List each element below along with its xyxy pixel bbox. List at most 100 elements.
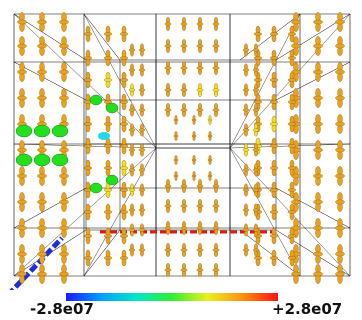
tensor-glyph: [59, 62, 69, 82]
tensor-glyph: [128, 43, 136, 57]
tensor-glyph: [270, 159, 278, 177]
tensor-glyph: [128, 103, 136, 117]
tensor-glyph: [288, 227, 296, 245]
tensor-glyph: [242, 143, 250, 157]
tensor-glyph: [120, 227, 128, 245]
tensor-glyph: [207, 155, 213, 165]
tensor-glyph: [138, 163, 146, 177]
tensor-glyph: [242, 103, 250, 117]
tensor-glyph: [212, 243, 220, 257]
tensor-glyph: [37, 192, 47, 212]
3d-viewport[interactable]: [0, 0, 362, 290]
tensor-glyph: [104, 203, 112, 221]
tensor-glyph: [120, 181, 128, 199]
tensor-glyph: [270, 49, 278, 67]
tensor-glyph: [104, 93, 112, 111]
tensor-glyph: [212, 83, 220, 97]
tensor-glyph: [128, 123, 136, 137]
tensor-glyph: [17, 12, 27, 32]
tensor-glyph: [180, 39, 188, 53]
tensor-glyph: [313, 62, 323, 82]
tensor-glyph: [252, 183, 260, 197]
tensor-glyph: [335, 218, 345, 238]
tensor-glyph: [252, 203, 260, 217]
tensor-glyph: [104, 115, 112, 133]
tensor-glyph: [252, 43, 260, 57]
tensor-glyph: [138, 243, 146, 257]
tensor-glyph: [128, 243, 136, 257]
tensor-glyph: [120, 137, 128, 155]
tensor-glyph: [37, 218, 47, 238]
tensor-glyph: [164, 243, 172, 257]
tensor-glyph: [104, 25, 112, 43]
tensor-glyph: [335, 166, 345, 186]
tensor-glyph: [207, 171, 213, 181]
tensor-glyph: [180, 221, 188, 235]
tensor-glyph: [270, 203, 278, 221]
tensor-glyph: [120, 71, 128, 89]
tensor-glyph: [313, 192, 323, 212]
tensor-glyph: [288, 93, 296, 111]
tensor-glyph: [335, 12, 345, 32]
tensor-glyph: [84, 159, 92, 177]
colorbar-max-label: +2.8e07: [272, 300, 343, 318]
tensor-glyph: [128, 83, 136, 97]
tensor-glyph: [288, 159, 296, 177]
tensor-glyph: [252, 143, 260, 157]
tensor-glyph: [252, 123, 260, 137]
sphere-marker: [98, 132, 110, 140]
tensor-glyph: [252, 223, 260, 237]
tensor-glyph: [252, 83, 260, 97]
tensor-glyph: [138, 63, 146, 77]
tensor-glyph: [138, 83, 146, 97]
tensor-glyph: [313, 36, 323, 56]
tensor-glyph: [104, 181, 112, 199]
sphere-markers: [15, 94, 119, 194]
grid-line: [83, 229, 121, 277]
tensor-glyph: [313, 88, 323, 108]
sphere-marker: [33, 124, 51, 138]
sphere-marker: [33, 153, 51, 167]
tensor-glyphs: [17, 12, 345, 284]
tensor-glyph: [17, 166, 27, 186]
tensor-glyph: [120, 159, 128, 177]
tensor-glyph: [138, 103, 146, 117]
tensor-glyph: [164, 263, 172, 277]
tensor-glyph: [196, 83, 204, 97]
tensor-glyph: [173, 171, 179, 181]
tensor-glyph: [138, 43, 146, 57]
tensor-glyph: [212, 199, 220, 213]
coordinate-axes: [9, 230, 276, 290]
tensor-glyph: [164, 199, 172, 213]
tensor-glyph: [242, 43, 250, 57]
tensor-glyph: [212, 103, 220, 117]
tensor-glyph: [164, 221, 172, 235]
tensor-glyph: [84, 137, 92, 155]
tensor-glyph: [37, 264, 47, 284]
sphere-marker: [89, 94, 103, 106]
tensor-glyph: [270, 71, 278, 89]
tensor-glyph: [191, 131, 197, 141]
colorbar-gradient: [66, 293, 278, 301]
tensor-glyph: [59, 36, 69, 56]
tensor-glyph: [120, 93, 128, 111]
tensor-glyph: [212, 61, 220, 75]
tensor-glyph: [270, 227, 278, 245]
tensor-glyph: [128, 143, 136, 157]
tensor-glyph: [242, 63, 250, 77]
tensor-glyph: [288, 181, 296, 199]
tensor-glyph: [242, 83, 250, 97]
tensor-glyph: [164, 83, 172, 97]
tensor-glyph: [270, 137, 278, 155]
tensor-glyph: [212, 179, 220, 193]
tensor-glyph: [84, 93, 92, 111]
tensor-glyph: [335, 244, 345, 264]
tensor-glyph: [104, 227, 112, 245]
tensor-glyph: [164, 39, 172, 53]
tensor-glyph: [37, 36, 47, 56]
tensor-glyph: [59, 192, 69, 212]
tensor-glyph: [104, 49, 112, 67]
tensor-glyph: [128, 223, 136, 237]
tensor-glyph: [196, 103, 204, 117]
tensor-glyph: [59, 12, 69, 32]
